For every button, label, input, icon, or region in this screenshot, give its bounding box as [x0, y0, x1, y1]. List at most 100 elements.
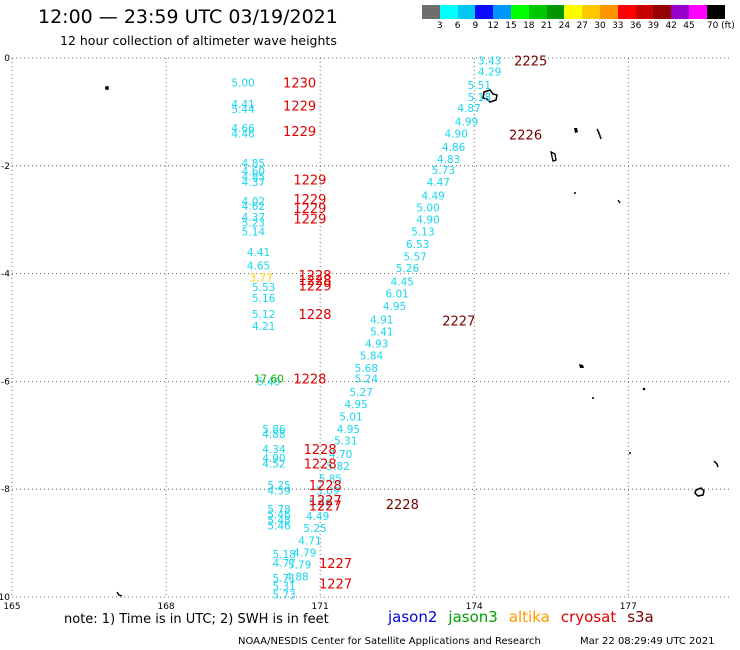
wave-height-label: 5.24	[355, 374, 379, 386]
wave-height-label: 5.26	[396, 263, 420, 275]
legend-swatch	[475, 5, 494, 19]
wave-height-label: 4.37	[242, 212, 265, 224]
wave-height-label: 5.68	[355, 363, 378, 375]
wave-height-label: 5.46	[308, 498, 332, 510]
island-niutao	[642, 387, 646, 391]
wave-height-label: 5.00	[231, 77, 254, 89]
y-tick-label: -10	[0, 593, 10, 603]
wave-height-label: 4.79	[293, 547, 316, 559]
wave-height-label: 4.87	[457, 103, 480, 115]
wave-height-label: 5.23	[242, 217, 265, 229]
wave-height-label: 4.77	[272, 558, 295, 570]
island-nanumea	[592, 397, 594, 399]
wave-height-labels: 3.434.295.515.184.874.994.904.864.835.73…	[231, 56, 501, 602]
satellite-label-jason3: jason3	[448, 608, 498, 626]
pass-time-label: 1227	[319, 578, 352, 593]
wave-height-label: 5.79	[288, 560, 311, 572]
island-santa-cruz	[116, 591, 123, 597]
wave-height-label: 5.53	[252, 282, 275, 294]
wave-height-label: 5.14	[242, 227, 266, 239]
wave-height-label: 5.84	[360, 351, 384, 363]
wave-height-label: 4.85	[242, 158, 265, 170]
island-vaitupu	[629, 452, 631, 454]
y-tick-label: -2	[1, 162, 10, 172]
wave-height-label: 4.29	[478, 66, 501, 78]
pass-time-label: 1229	[293, 173, 326, 188]
wave-height-label: 4.66	[231, 123, 255, 135]
legend-label: 15	[505, 21, 517, 31]
wave-height-label: 5.44	[231, 104, 255, 116]
legend-label: 24	[558, 21, 571, 31]
wave-height-label: 4.99	[455, 117, 478, 129]
wave-height-label: 5.41	[370, 326, 393, 338]
island-beru	[574, 192, 576, 194]
wave-height-label: 4.46	[231, 128, 255, 140]
legend-swatch	[635, 5, 654, 19]
legend-label: 36	[629, 21, 642, 31]
wave-height-label: 5.18	[272, 549, 295, 561]
legend-swatch	[439, 5, 458, 19]
legend-label: 39	[647, 21, 660, 31]
wave-height-label: 5.48	[267, 515, 290, 527]
island-abemama	[574, 128, 578, 133]
wave-height-label: 6.53	[406, 239, 429, 251]
x-tick-label: 171	[312, 602, 329, 612]
wave-height-label: 5.82	[326, 461, 349, 473]
generated-timestamp: Mar 22 08:29:49 UTC 2021	[580, 636, 715, 647]
island-nukufetau	[713, 460, 719, 468]
page-title: 12:00 — 23:59 UTC 03/19/2021	[38, 6, 338, 28]
wave-height-label: 5.13	[411, 227, 434, 239]
wave-height-label: 5.16	[252, 293, 276, 305]
satellite-label-cryosat: cryosat	[560, 608, 617, 626]
legend-label: 42	[665, 21, 677, 31]
x-tick-label: 168	[157, 602, 174, 612]
y-tick-label: 0	[4, 54, 10, 64]
island-funafuti	[694, 487, 705, 497]
pass-time-label: 2227	[442, 314, 475, 329]
wave-height-label-highlight: 3.77	[249, 272, 272, 284]
legend-label: 18	[523, 21, 535, 31]
legend-label: 70 (ft)	[706, 21, 735, 31]
legend-swatch-row	[422, 5, 740, 19]
wave-height-label: 4.52	[262, 458, 285, 470]
pass-time-label: 1229	[293, 193, 326, 208]
satellite-label-s3a: s3a	[627, 608, 654, 626]
wave-height-label: 4.90	[262, 453, 285, 465]
wave-height-label: 4.95	[383, 301, 406, 313]
pass-time-label: 1228	[304, 443, 337, 458]
island-nauru	[105, 86, 109, 90]
wave-height-label: 4.65	[247, 261, 270, 273]
wave-height-label-highlight: 17.60	[254, 374, 284, 386]
satellite-legend: jason2 jason3 altika cryosat s3a	[388, 608, 665, 626]
wave-height-label: 4.85	[242, 172, 265, 184]
wave-height-label: 5.40	[257, 376, 280, 388]
legend-swatch	[653, 5, 672, 19]
legend-swatch	[688, 5, 707, 19]
wave-height-label: 5.01	[339, 411, 362, 423]
wave-height-label: 5.18	[468, 92, 491, 104]
pass-time-label: 1228	[293, 373, 326, 388]
wave-height-label: 4.21	[252, 321, 275, 333]
wave-height-label: 4.70	[329, 449, 352, 461]
legend-label: 30	[594, 21, 606, 31]
wave-height-label: 5.27	[350, 387, 373, 399]
wave-height-label: 4.41	[231, 99, 254, 111]
wave-height-label: 4.93	[365, 339, 388, 351]
pass-time-label: 1230	[283, 76, 316, 91]
pass-time-label: 1228	[298, 308, 331, 323]
wave-height-label: 4.88	[262, 429, 285, 441]
wave-height-label: 5.12	[252, 309, 275, 321]
legend-swatch	[457, 5, 476, 19]
wave-height-label: 4.60	[242, 166, 265, 178]
wave-height-label: 5.46	[267, 510, 291, 522]
island-tabiteuea	[550, 150, 557, 162]
y-tick-label: -6	[1, 377, 10, 387]
wave-height-label: 4.95	[337, 424, 360, 436]
pass-time-label: 1228	[298, 274, 331, 289]
pass-time-label: 1229	[293, 202, 326, 217]
wave-height-label: 4.41	[247, 247, 270, 259]
wave-height-label: 5.31	[272, 581, 295, 593]
legend-label: 3	[436, 21, 443, 31]
